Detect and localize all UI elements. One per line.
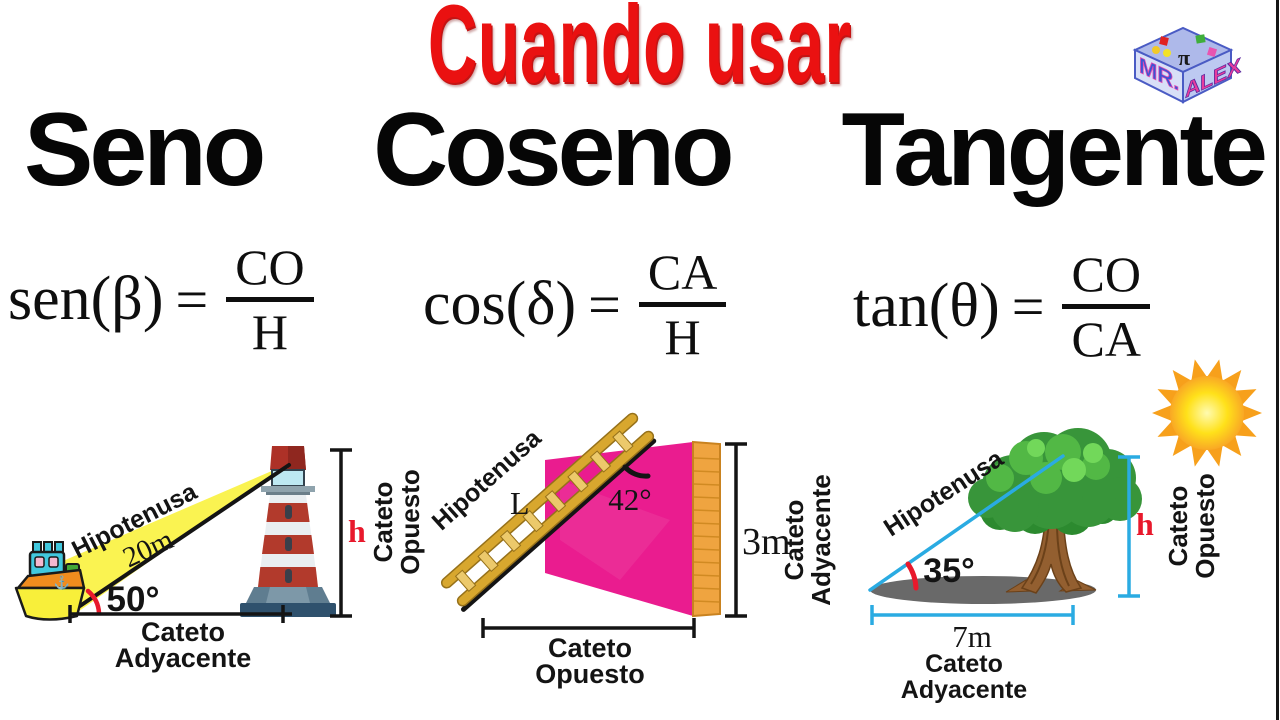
tangent-adjacent-label-2: Adyacente [901,676,1028,704]
wall-gold-edge [692,440,721,618]
logo-yellow-dot2 [1163,49,1171,57]
ladder-rail-lower [456,430,655,607]
gold-strip [692,440,721,618]
sine-adjacent-label-1: Cateto [141,617,225,647]
cosine-diagram: 42° Hipotenusa L 3m Cateto Adyacente Cat… [427,412,836,689]
formula-cosine: cos(δ) = CA H [423,245,727,365]
heading-seno: Seno [24,92,266,208]
cosine-opposite-label-1: Cateto [548,633,632,663]
mr-alex-logo: π MR. ALEX [1132,26,1242,104]
sine-opposite-label-1: Cateto [368,482,398,563]
tangent-opposite-label-2: Opuesto [1190,473,1220,578]
tangent-opposite-label: Cateto Opuesto [1163,473,1220,578]
sine-diagram: ⚓ 50° Hipotenusa 20m Cateto Adyacente h … [14,446,425,673]
wall-highlight [560,480,670,580]
tree-canopy [968,428,1142,535]
tangent-numerator: CO [1062,247,1150,309]
cosine-fraction: CA H [638,245,727,365]
headings-row: Seno Coseno Tangente [0,98,1280,202]
cosine-numerator: CA [638,245,727,307]
formula-sine: sen(β) = CO H [8,240,314,359]
lighthouse [240,446,336,617]
sine-numerator: CO [226,240,314,302]
boat-lower-hull [14,586,86,621]
lighthouse-window-2 [285,537,292,551]
sine-denominator: H [251,304,288,360]
cosine-adjacent-label-1: Cateto [779,500,809,581]
cosine-angle-arc [622,464,651,479]
tree [968,428,1142,594]
tangent-denominator: CA [1071,311,1141,367]
boat-upper-hull [16,568,86,590]
cosine-angle-label: 42° [608,482,651,517]
tangent-fraction: CO CA [1062,247,1150,367]
logo-pink-shape [1206,46,1218,58]
cosine-equals: = [588,272,621,337]
ladder-rungs [454,430,634,592]
tangent-angle-arc [905,561,919,591]
logo-pi-symbol: π [1178,45,1190,70]
lighthouse-cap-shade [288,446,306,470]
heading-tangente: Tangente [841,92,1268,208]
cosine-wall-height-label: 3m [742,521,791,563]
sun-disc [1170,376,1244,450]
title-row: Cuando usar [0,0,1280,100]
logo-green-shape [1195,34,1206,44]
light-beam [42,464,288,616]
logo-red-shape [1159,36,1169,46]
tree-trunk-streak-2 [1056,521,1070,587]
ladder [440,412,657,612]
boat-anchor-icon: ⚓ [54,575,70,590]
logo-right-face [1182,48,1232,104]
lighthouse-gallery [261,486,315,492]
ladder-rail-upper [440,412,639,589]
gold-strip-lines [693,457,720,603]
sine-angle-arc [85,588,102,616]
sine-opposite-label-2: Opuesto [395,469,425,574]
boat: ⚓ [14,541,86,621]
tangent-diagram: Hipotenusa 35° 7m Cateto Adyacente h Cat… [868,359,1262,704]
sun-icon [1152,359,1262,467]
cosine-opposite-label-2: Opuesto [535,659,645,689]
sine-opposite-label: Cateto Opuesto [368,469,425,574]
lighthouse-window-1 [285,505,292,519]
tangent-angle-label: 35° [923,552,974,590]
tangent-opposite-label-1: Cateto [1163,486,1193,567]
cosine-denominator: H [664,309,701,365]
cosine-adjacent-label: Cateto Adyacente [779,474,836,606]
tangent-adjacent-label-1: Cateto [925,650,1003,678]
heading-coseno: Coseno [373,92,734,208]
lighthouse-window-3 [285,569,292,583]
cosine-hypotenuse-line [461,438,657,612]
formula-tangent: tan(θ) = CO CA [853,247,1150,366]
right-edge-border [1276,0,1279,720]
tangent-height-label: h [1136,506,1154,542]
cosine-length-label: L [510,485,530,521]
sine-function: sen(β) [8,265,164,333]
page-title: Cuando usar [428,0,852,106]
cosine-adjacent-label-2: Adyacente [806,474,836,606]
sine-height-label: h [348,513,366,549]
tangent-hypotenuse-line [868,454,1065,592]
lighthouse-gallery-rail [266,492,310,495]
cosine-function: cos(δ) [423,270,577,338]
logo-yellow-dot [1152,46,1160,54]
sine-fraction: CO H [226,240,314,360]
tangent-base-label: 7m [952,619,992,654]
tangent-equals: = [1011,274,1045,339]
lighthouse-base-upper-light [266,587,310,603]
boat-window-1 [34,556,45,568]
boat-window-2 [48,556,59,568]
sine-hypotenuse-line [66,463,291,616]
tangent-function: tan(θ) [853,272,1000,340]
sine-adjacent-label-2: Adyacente [115,643,252,673]
sine-equals: = [175,267,209,332]
